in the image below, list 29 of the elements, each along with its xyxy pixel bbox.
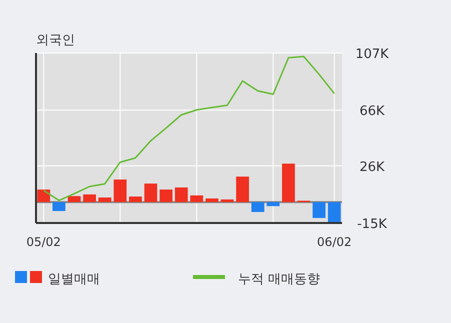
bar [68,196,81,202]
y-tick-label: 26K [359,160,386,175]
bar [282,164,295,202]
bar [160,190,172,202]
bar [312,202,326,218]
bar [251,202,264,212]
line-series [42,56,336,202]
bar [52,202,66,212]
x-tick-label: 06/02 [317,235,352,249]
bar [266,202,280,206]
bar [98,198,112,202]
bar [190,195,204,202]
y-tick-label: -15K [357,217,388,232]
bar [236,176,249,202]
chart-title: 외국인 [36,33,75,48]
bar [328,202,341,222]
legend-label: 일별매매 [48,272,100,287]
y-tick-label: 66K [359,104,386,120]
bar [206,198,218,202]
bar [174,187,188,202]
bar [37,190,50,202]
bar [220,199,234,202]
bar [129,196,142,202]
bar [144,184,158,202]
y-tick-label: 107K [355,47,390,62]
legend-label: 누적 매매동향 [238,272,320,287]
bar [83,194,96,202]
bar [114,180,127,202]
x-tick-label: 05/02 [26,235,61,249]
